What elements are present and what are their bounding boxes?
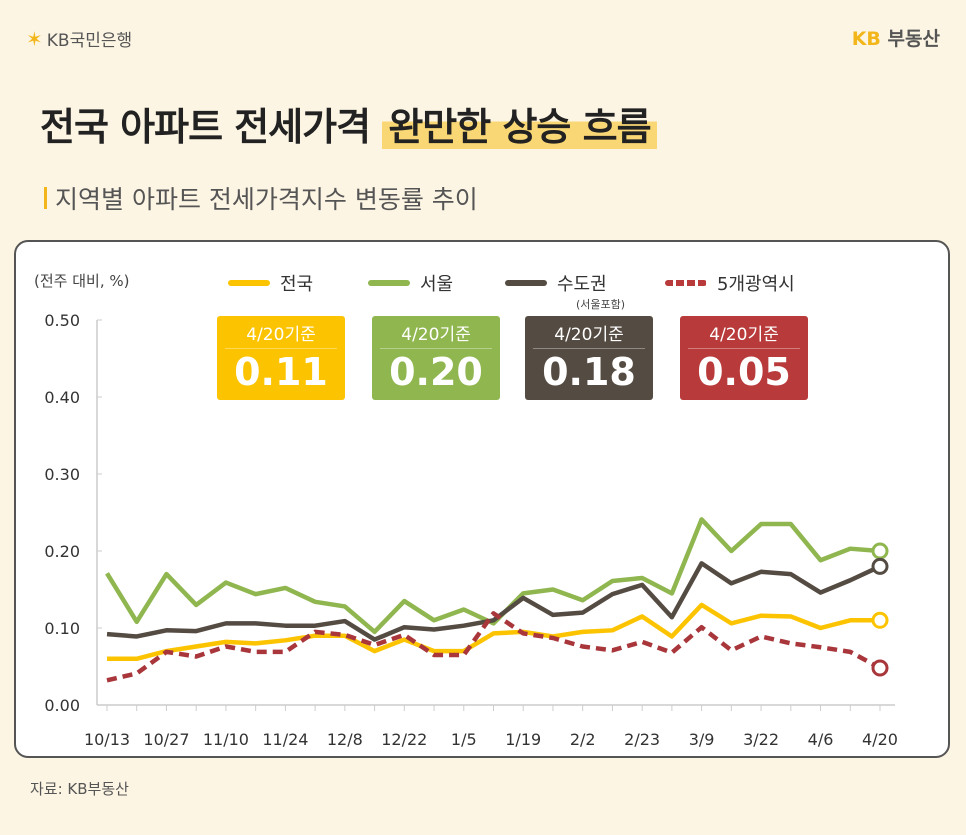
value-box-value: 0.05	[697, 350, 791, 394]
title-highlight: 완만한 상승 흐름	[382, 105, 657, 149]
x-tick-label: 12/22	[381, 730, 427, 749]
y-tick-label: 0.10	[44, 619, 80, 638]
series-end-marker-3	[871, 659, 889, 677]
source-note: 자료: KB부동산	[30, 780, 129, 798]
y-tick-label: 0.00	[44, 696, 80, 715]
legend-national: 전국	[228, 270, 313, 296]
series-line-1	[105, 517, 881, 635]
value-box-five-metros: 4/20기준 0.05	[680, 316, 808, 400]
legend-swatch	[505, 280, 547, 286]
x-tick-label: 3/22	[743, 730, 779, 749]
x-tick-label: 12/8	[327, 730, 363, 749]
series-line-2	[106, 561, 881, 642]
series-end-marker-2	[871, 557, 889, 575]
subtitle: 지역별 아파트 전세가격지수 변동률 추이	[44, 180, 478, 216]
legend-label: 전국	[280, 274, 314, 295]
x-tick-label: 1/19	[505, 730, 541, 749]
y-tick-label: 0.50	[44, 311, 80, 330]
x-tick-label: 2/23	[624, 730, 660, 749]
y-tick-label: 0.20	[44, 542, 80, 561]
logo-left-text: KB국민은행	[46, 31, 133, 51]
logo-right-text: 부동산	[887, 28, 940, 50]
y-tick-label: 0.40	[44, 388, 80, 407]
value-box-value: 0.20	[389, 350, 483, 394]
value-box-value: 0.18	[542, 350, 636, 394]
subtitle-text: 지역별 아파트 전세가격지수 변동률 추이	[55, 185, 478, 214]
value-box-capital-area: 4/20기준 0.18	[525, 316, 653, 400]
series-end-marker-1	[871, 542, 889, 560]
title-plain: 전국 아파트 전세가격	[40, 105, 371, 149]
x-tick-label: 3/9	[689, 730, 715, 749]
legend-swatch	[228, 280, 270, 286]
value-box-date: 4/20기준	[225, 320, 337, 349]
kb-star-icon: ✶	[26, 26, 43, 51]
series-line-0	[107, 602, 880, 662]
value-box-date: 4/20기준	[533, 320, 645, 349]
value-box-seoul: 4/20기준 0.20	[372, 316, 500, 400]
series-end-marker-0	[871, 611, 889, 629]
x-tick-label: 4/20	[862, 730, 898, 749]
kb-kookmin-bank-logo: ✶ KB국민은행	[26, 26, 133, 52]
x-tick-label: 2/2	[570, 730, 596, 749]
legend-label: 수도권	[557, 274, 607, 295]
page-title: 전국 아파트 전세가격 완만한 상승 흐름	[40, 96, 657, 151]
legend-swatch	[665, 280, 707, 286]
x-tick-label: 4/6	[808, 730, 834, 749]
x-tick-label: 10/27	[143, 730, 189, 749]
legend-note: (서울포함)	[576, 298, 626, 311]
y-axis-label: (전주 대비, %)	[34, 272, 130, 290]
logo-kb: KB	[851, 28, 881, 50]
x-tick-label: 1/5	[451, 730, 477, 749]
value-box-value: 0.11	[234, 350, 328, 394]
legend-swatch	[368, 280, 410, 286]
legend-five-metros: 5개광역시	[665, 270, 795, 296]
subtitle-bar	[44, 187, 47, 209]
x-tick-label: 11/10	[203, 730, 249, 749]
value-box-date: 4/20기준	[688, 320, 800, 349]
x-tick-label: 10/13	[84, 730, 130, 749]
value-box-date: 4/20기준	[380, 320, 492, 349]
legend-capital-area: 수도권	[505, 270, 607, 296]
x-tick-label: 11/24	[262, 730, 308, 749]
legend-seoul: 서울	[368, 270, 453, 296]
y-tick-label: 0.30	[44, 465, 80, 484]
legend-label: 서울	[420, 274, 454, 295]
value-box-national: 4/20기준 0.11	[217, 316, 345, 400]
kb-real-estate-logo: KB 부동산	[852, 24, 940, 51]
series-line-3	[106, 611, 882, 683]
legend-label: 5개광역시	[717, 274, 795, 295]
